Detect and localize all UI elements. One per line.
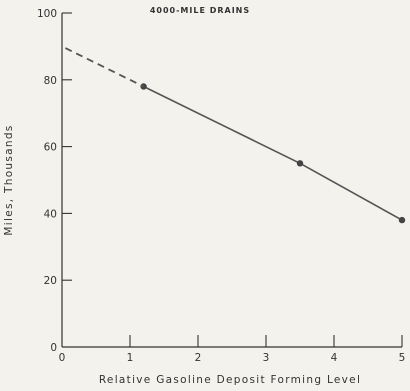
y-axis-title: Miles, Thousands — [3, 124, 15, 235]
data-point-0-2 — [398, 216, 406, 224]
x-tick-label-2: 2 — [195, 352, 202, 364]
y-ticks: 0 20 40 60 80 100 — [37, 8, 72, 354]
x-tick-label-4: 4 — [331, 352, 338, 364]
y-tick-label-2: 40 — [44, 208, 57, 220]
chart-title: 4000-MILE DRAINS — [150, 6, 250, 15]
y-tick-label-3: 60 — [44, 142, 57, 154]
y-tick-label-4: 80 — [44, 75, 57, 87]
x-tick-label-1: 1 — [127, 352, 134, 364]
x-tick-label-0: 0 — [59, 352, 66, 364]
x-ticks: 0 1 2 3 4 5 — [59, 335, 406, 364]
series-line-solid — [143, 85, 403, 221]
y-tick-label-5: 100 — [37, 8, 57, 20]
data-point-0-1 — [296, 160, 304, 167]
series-layer — [65, 47, 406, 224]
x-tick-label-5: 5 — [399, 352, 406, 364]
y-tick-label-0: 0 — [50, 342, 57, 354]
series-line-dashed — [65, 47, 144, 88]
x-tick-label-3: 3 — [263, 352, 270, 364]
x-axis-title: Relative Gasoline Deposit Forming Level — [99, 374, 361, 386]
y-tick-label-1: 20 — [44, 275, 57, 287]
axes — [61, 13, 402, 348]
